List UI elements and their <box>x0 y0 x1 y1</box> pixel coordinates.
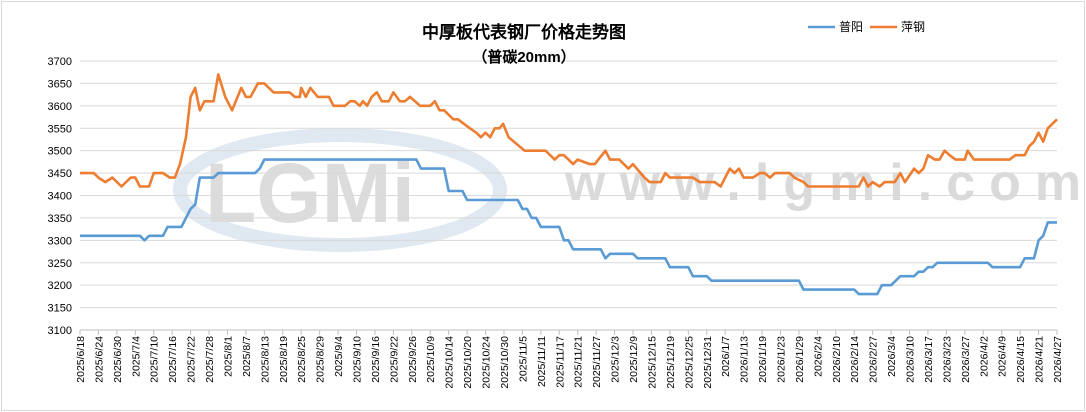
y-tick-label: 3150 <box>48 303 72 315</box>
y-tick-label: 3500 <box>48 146 72 158</box>
x-tick-label: 2025/11/17 <box>554 336 566 388</box>
x-axis-ticks: 2025/6/18 2025/6/24 2025/6/30 2025/7/4 2025/… <box>75 330 1064 389</box>
y-tick-label: 3450 <box>48 168 72 180</box>
x-tick-label: 2025/11/27 <box>591 336 603 388</box>
x-tick-label: 2026/1/13 <box>739 336 751 383</box>
x-tick-label: 2026/4/15 <box>1015 336 1027 383</box>
x-tick-label: 2026/3/10 <box>905 336 917 383</box>
x-tick-label: 2026/3/23 <box>941 336 953 383</box>
x-tick-label: 2026/2/27 <box>868 336 880 383</box>
y-tick-label: 3650 <box>48 78 72 90</box>
series-line-pinggang <box>80 73 1058 188</box>
x-tick-label: 2025/9/16 <box>370 336 382 383</box>
y-tick-label: 3700 <box>48 56 72 68</box>
x-tick-label: 2025/8/7 <box>241 336 253 377</box>
x-tick-label: 2025/6/24 <box>93 336 105 383</box>
legend-label: 普阳 <box>839 20 863 34</box>
x-tick-label: 2025/10/30 <box>499 336 511 389</box>
x-tick-label: 2026/4/2 <box>978 336 990 377</box>
x-tick-label: 2025/6/30 <box>112 336 124 383</box>
x-tick-label: 2026/2/4 <box>812 336 824 377</box>
x-tick-label: 2025/9/4 <box>333 336 345 377</box>
x-tick-label: 2025/7/4 <box>130 336 142 377</box>
legend-label: 萍钢 <box>901 20 925 34</box>
watermark-logo-text: LGMi <box>205 146 415 240</box>
y-tick-label: 3250 <box>48 258 72 270</box>
legend: 普阳 萍钢 <box>808 20 925 34</box>
x-tick-label: 2025/11/11 <box>536 336 548 387</box>
x-tick-label: 2025/8/13 <box>259 336 271 383</box>
x-tick-label: 2026/4/27 <box>1052 336 1064 383</box>
series-lines <box>80 73 1058 296</box>
x-tick-label: 2025/7/28 <box>204 336 216 383</box>
x-tick-label: 2025/12/25 <box>683 336 695 389</box>
series-line-puyang <box>80 158 1057 296</box>
x-tick-label: 2026/3/17 <box>923 336 935 383</box>
x-tick-label: 2026/3/27 <box>960 336 972 383</box>
watermark-logo-ellipse <box>173 128 507 252</box>
x-tick-label: 2025/11/5 <box>517 336 529 382</box>
x-tick-label: 2025/12/19 <box>665 336 677 389</box>
x-tick-label: 2026/1/19 <box>757 336 769 383</box>
chart-title: 中厚板代表钢厂价格走势图 <box>422 22 626 42</box>
x-tick-label: 2025/9/22 <box>388 336 400 383</box>
x-tick-label: 2025/6/18 <box>75 336 87 383</box>
y-tick-label: 3550 <box>48 123 72 135</box>
x-tick-label: 2025/10/14 <box>444 336 456 389</box>
x-tick-label: 2025/7/10 <box>149 336 161 383</box>
x-tick-label: 2025/12/15 <box>646 336 658 389</box>
x-tick-label: 2025/8/29 <box>315 336 327 383</box>
x-tick-label: 2026/2/10 <box>831 336 843 383</box>
y-tick-label: 3400 <box>48 191 72 203</box>
x-tick-label: 2026/4/21 <box>1034 336 1046 383</box>
y-tick-label: 3200 <box>48 280 72 292</box>
chart-subtitle: （普碳20mm） <box>472 48 575 66</box>
watermark-url: www.lgmi.com <box>564 154 1086 212</box>
y-axis-ticks: 3100 3150 3200 3250 3300 3350 3400 3450 3500 3550… <box>48 56 72 337</box>
x-tick-label: 2026/1/7 <box>720 336 732 377</box>
x-tick-label: 2025/9/10 <box>352 336 364 383</box>
x-tick-label: 2025/12/31 <box>702 336 714 389</box>
x-tick-label: 2026/1/29 <box>794 336 806 383</box>
x-tick-label: 2025/12/9 <box>628 336 640 383</box>
x-tick-label: 2025/10/20 <box>462 336 474 389</box>
x-tick-label: 2025/9/26 <box>407 336 419 383</box>
x-tick-label: 2026/2/14 <box>849 336 861 383</box>
watermark: LGMi www.lgmi.com <box>173 128 1086 252</box>
x-tick-label: 2025/10/9 <box>425 336 437 383</box>
x-tick-label: 2025/8/19 <box>278 336 290 383</box>
x-tick-label: 2025/8/1 <box>222 336 234 377</box>
x-tick-label: 2025/8/25 <box>296 336 308 383</box>
x-tick-label: 2025/7/16 <box>167 336 179 383</box>
x-tick-label: 2026/3/4 <box>886 336 898 377</box>
y-tick-label: 3350 <box>48 213 72 225</box>
x-tick-label: 2026/1/23 <box>775 336 787 383</box>
x-tick-label: 2025/10/24 <box>481 336 493 389</box>
y-tick-label: 3600 <box>48 101 72 113</box>
x-tick-label: 2025/11/21 <box>573 336 585 388</box>
y-tick-label: 3300 <box>48 235 72 247</box>
x-tick-label: 2026/4/9 <box>997 336 1009 377</box>
x-tick-label: 2025/12/3 <box>610 336 622 383</box>
x-tick-label: 2025/7/22 <box>186 336 198 383</box>
y-tick-label: 3100 <box>48 325 72 337</box>
